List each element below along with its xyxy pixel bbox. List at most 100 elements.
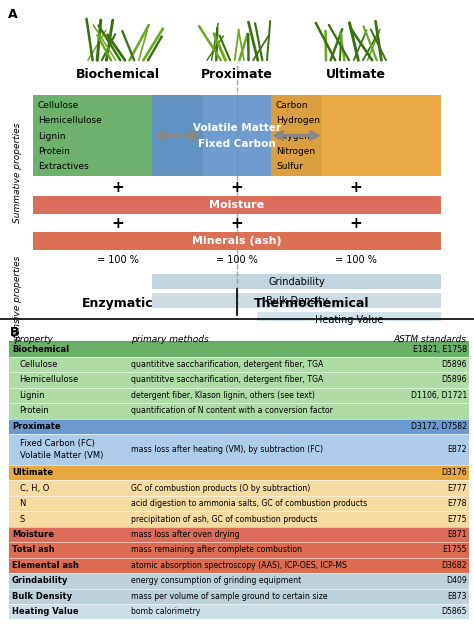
Text: Elemental ash: Elemental ash — [12, 561, 79, 570]
Text: Heating Value: Heating Value — [315, 315, 383, 325]
Bar — [9, 511, 469, 527]
Bar — [271, 95, 441, 176]
Text: Fixed Carbon: Fixed Carbon — [198, 139, 276, 149]
Text: Fixed Carbon (FC): Fixed Carbon (FC) — [19, 439, 94, 449]
Text: D3176: D3176 — [441, 468, 467, 477]
Text: Bulk Density: Bulk Density — [265, 296, 328, 306]
Text: Carbon: Carbon — [276, 102, 309, 110]
Text: E871: E871 — [447, 530, 467, 539]
Text: Minerals (ash): Minerals (ash) — [192, 236, 282, 246]
Text: Enzymatic: Enzymatic — [82, 297, 154, 310]
Text: Grindability: Grindability — [12, 577, 68, 585]
Text: atomic absorption spectroscopy (AAS), ICP-OES, ICP-MS: atomic absorption spectroscopy (AAS), IC… — [131, 561, 347, 570]
Text: property: property — [14, 335, 53, 344]
Bar — [9, 341, 469, 357]
Text: D3682: D3682 — [441, 561, 467, 570]
Text: N: N — [19, 499, 26, 508]
Text: Intensive properties: Intensive properties — [13, 256, 22, 346]
Text: Biochemical: Biochemical — [76, 68, 160, 81]
Text: D5865: D5865 — [441, 607, 467, 616]
Text: precipitation of ash, GC of combustion products: precipitation of ash, GC of combustion p… — [131, 515, 318, 524]
Text: A: A — [8, 8, 18, 21]
Text: +: + — [231, 217, 243, 232]
Bar — [9, 542, 469, 558]
Bar — [9, 434, 469, 465]
Bar — [9, 388, 469, 403]
Text: E775: E775 — [447, 515, 467, 524]
Text: B: B — [9, 326, 19, 339]
Text: detergent fiber, Klason lignin, others (see text): detergent fiber, Klason lignin, others (… — [131, 391, 315, 400]
Text: Ultimate: Ultimate — [12, 468, 53, 477]
Text: = 100 %: = 100 % — [216, 255, 258, 265]
Text: Extractives: Extractives — [38, 162, 89, 171]
Text: Sulfur: Sulfur — [276, 162, 303, 171]
Text: Nitrogen: Nitrogen — [276, 147, 315, 155]
Bar — [152, 293, 441, 308]
Text: ASTM standards: ASTM standards — [394, 335, 467, 344]
Bar — [33, 232, 441, 250]
Text: Hemicellulose: Hemicellulose — [19, 376, 79, 384]
Text: E777: E777 — [447, 484, 467, 492]
Text: primary methods: primary methods — [131, 335, 209, 344]
Text: +: + — [350, 180, 363, 195]
Text: mass remaining after complete combustion: mass remaining after complete combustion — [131, 545, 302, 554]
Bar — [9, 496, 469, 511]
Text: Moisture: Moisture — [210, 200, 264, 210]
Text: Lignin: Lignin — [19, 391, 45, 400]
Text: Bulk Density: Bulk Density — [12, 592, 72, 601]
Text: E872: E872 — [447, 445, 467, 454]
Text: GC of combustion products (O by subtraction): GC of combustion products (O by subtract… — [131, 484, 310, 492]
Bar — [9, 403, 469, 419]
Text: Oxygen: Oxygen — [276, 132, 311, 140]
Text: Total ash: Total ash — [12, 545, 55, 554]
Text: D409: D409 — [446, 577, 467, 585]
Bar — [152, 95, 322, 176]
Text: Thermochemical: Thermochemical — [254, 297, 369, 310]
Text: Summative properties: Summative properties — [13, 122, 22, 223]
Text: bomb calorimetry: bomb calorimetry — [131, 607, 201, 616]
Text: Moisture: Moisture — [12, 530, 54, 539]
Bar — [152, 274, 441, 290]
Text: E873: E873 — [447, 592, 467, 601]
Text: E1821, E1758: E1821, E1758 — [413, 344, 467, 354]
Text: Volatile Matter (VM): Volatile Matter (VM) — [19, 451, 103, 459]
Text: Cellulose: Cellulose — [38, 102, 79, 110]
Text: quantification of N content with a conversion factor: quantification of N content with a conve… — [131, 406, 333, 416]
Bar — [257, 313, 441, 328]
Text: energy consumption of grinding equipment: energy consumption of grinding equipment — [131, 577, 301, 585]
Text: Lignin: Lignin — [38, 132, 65, 140]
Text: E1755: E1755 — [442, 545, 467, 554]
Text: mass loss after heating (VM), by subtraction (FC): mass loss after heating (VM), by subtrac… — [131, 445, 323, 454]
Text: +: + — [111, 180, 124, 195]
Text: C, H, O: C, H, O — [19, 484, 49, 492]
Text: D3172, D7582: D3172, D7582 — [411, 422, 467, 431]
Bar — [9, 573, 469, 588]
Text: Protein: Protein — [38, 147, 70, 155]
Bar — [9, 527, 469, 542]
Text: Protein: Protein — [19, 406, 49, 416]
Text: D5896: D5896 — [441, 376, 467, 384]
Text: +: + — [350, 217, 363, 232]
Bar — [9, 419, 469, 434]
Text: Proximate: Proximate — [201, 68, 273, 81]
Text: S: S — [19, 515, 25, 524]
Bar — [33, 196, 441, 214]
Text: = 100 %: = 100 % — [335, 255, 377, 265]
Text: quantititve saccharification, detergent fiber, TGA: quantititve saccharification, detergent … — [131, 376, 324, 384]
Text: acid digestion to ammonia salts, GC of combustion products: acid digestion to ammonia salts, GC of c… — [131, 499, 367, 508]
Text: E778: E778 — [447, 499, 467, 508]
Text: quantititve saccharification, detergent fiber, TGA: quantititve saccharification, detergent … — [131, 360, 324, 369]
Text: +: + — [111, 217, 124, 232]
Text: Hemicellulose: Hemicellulose — [38, 117, 102, 125]
Text: Grindability: Grindability — [268, 276, 325, 286]
Text: +: + — [231, 180, 243, 195]
Bar — [9, 357, 469, 373]
Text: Cellulose: Cellulose — [19, 360, 58, 369]
Bar — [9, 373, 469, 388]
Bar — [9, 480, 469, 496]
Bar — [9, 465, 469, 480]
Text: mass per volume of sample ground to certain size: mass per volume of sample ground to cert… — [131, 592, 328, 601]
Bar — [9, 558, 469, 573]
Text: Proximate: Proximate — [12, 422, 60, 431]
Text: Hydrogen: Hydrogen — [276, 117, 320, 125]
